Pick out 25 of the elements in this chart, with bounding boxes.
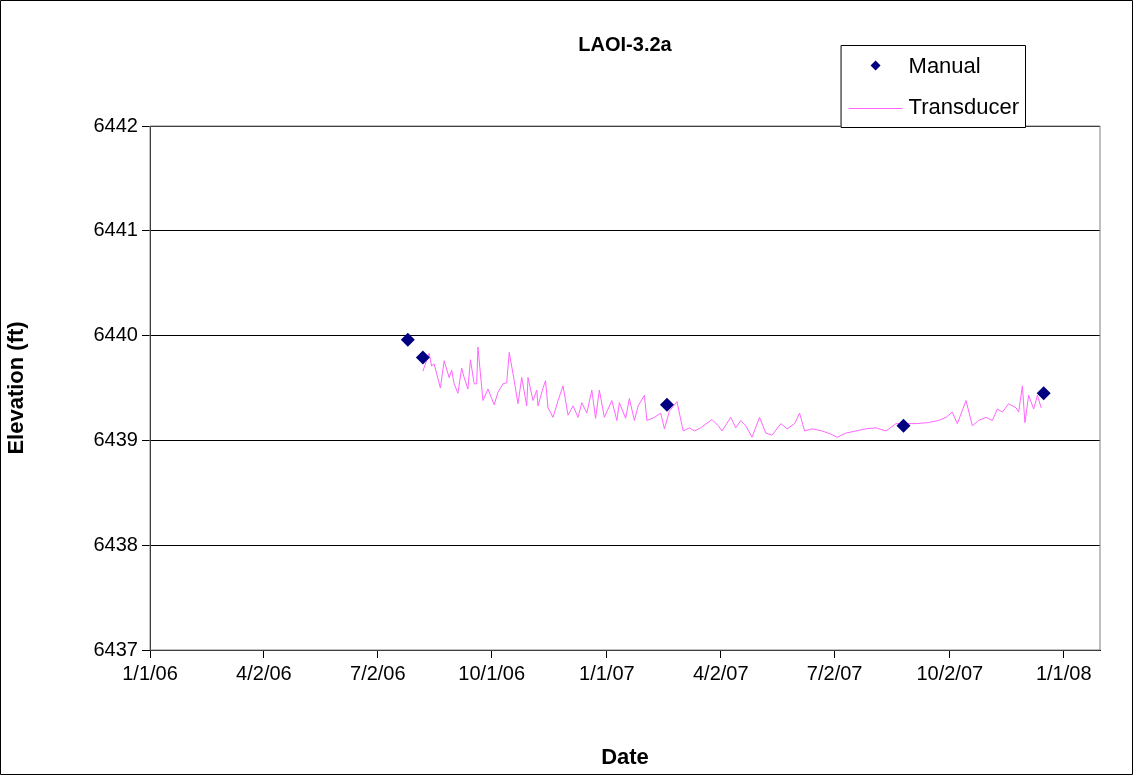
y-tick-label: 6442 [93,113,138,136]
legend-label: Manual [908,52,981,78]
x-tick-label: 4/2/06 [236,661,292,684]
x-tick-label: 1/1/07 [579,661,635,684]
x-tick-label: 10/1/06 [458,661,526,684]
point [896,418,911,433]
chart-title: LAOI-3.2a [578,32,673,55]
x-axis-title: Date [601,743,649,769]
y-tick-label: 6441 [93,218,138,241]
point [415,350,430,365]
legend-label: Transducer [908,93,1019,119]
x-tick-label: 1/1/08 [1035,661,1092,684]
x-tick-label: 1/1/06 [122,661,178,684]
y-tick-label: 6439 [93,427,138,450]
point [400,332,415,347]
x-tick-label: 10/2/07 [916,661,984,684]
point [1036,386,1051,401]
y-axis-title: Elevation (ft) [3,321,29,455]
y-tick-label: 6438 [93,532,138,555]
x-tick-label: 7/2/06 [350,661,406,684]
x-tick-label: 7/2/07 [806,661,863,684]
y-tick-label: 6440 [93,323,138,346]
point [659,397,674,412]
y-tick-label: 6437 [93,637,138,660]
x-tick-label: 4/2/07 [692,661,749,684]
